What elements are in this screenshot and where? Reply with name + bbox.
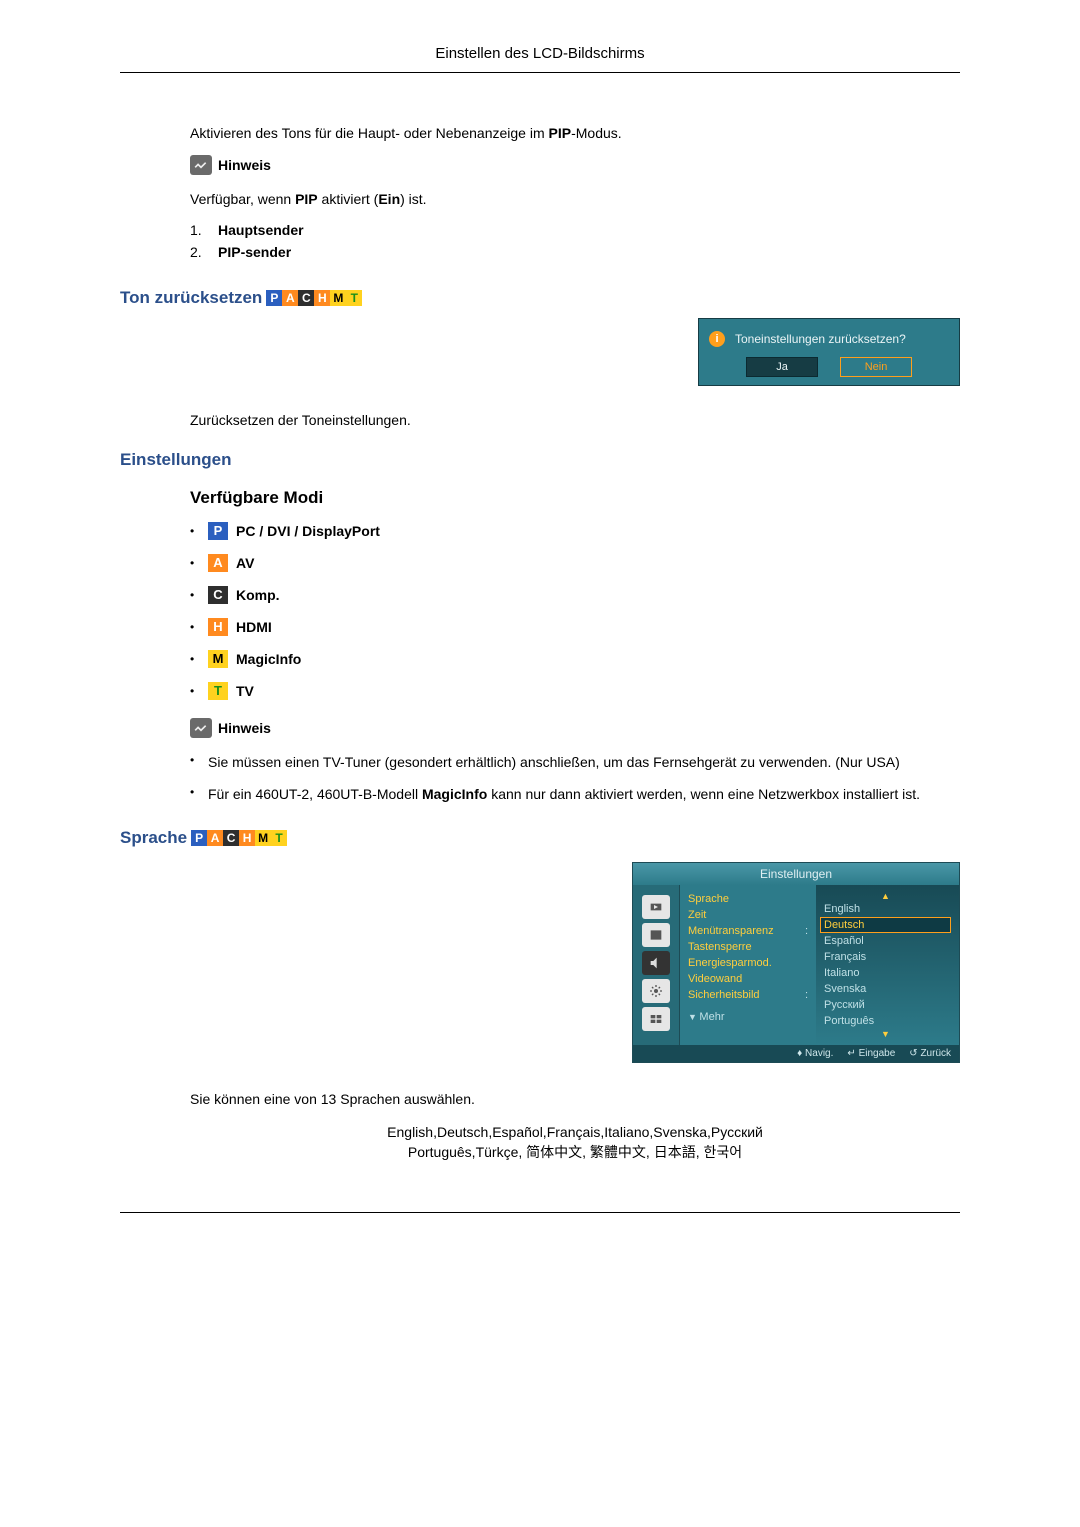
note-label: Hinweis (218, 720, 271, 736)
note-heading-2: Hinweis (190, 718, 960, 738)
reset-dialog: i Toneinstellungen zurücksetzen? Ja Nein (698, 318, 960, 386)
mode-item: •MMagicInfo (190, 650, 960, 668)
mode-label: PC / DVI / DisplayPort (236, 523, 380, 539)
modes-list: •PPC / DVI / DisplayPort•AAV•CKomp.•HHDM… (190, 522, 960, 700)
mode-badge-h: H (239, 830, 255, 846)
mode-badge-c: C (208, 586, 228, 604)
mode-badge-h: H (314, 290, 330, 306)
input-icon[interactable] (642, 895, 670, 919)
sender-label: PIP-sender (218, 244, 291, 260)
enter-hint: ↵ Eingabe (847, 1048, 895, 1059)
note-icon (190, 155, 212, 175)
mode-badge-a: A (282, 290, 298, 306)
settings-panel: Einstellungen SpracheZeitMenütransparenz… (632, 862, 960, 1063)
menu-item[interactable]: Sicherheitsbild: (688, 987, 808, 1003)
language-option[interactable]: Svenska (820, 981, 951, 997)
language-option[interactable]: Italiano (820, 965, 951, 981)
language-option[interactable]: Français (820, 949, 951, 965)
note-label: Hinweis (218, 157, 271, 173)
mode-label: HDMI (236, 619, 272, 635)
note-heading: Hinweis (190, 155, 960, 175)
panel-menu: SpracheZeitMenütransparenz:TastensperreE… (680, 885, 816, 1045)
mode-badge-h: H (208, 618, 228, 636)
mode-badge-t: T (208, 682, 228, 700)
mode-strip: PACHMT (266, 290, 362, 306)
mode-label: AV (236, 555, 254, 571)
modes-heading: Verfügbare Modi (190, 488, 960, 508)
language-option[interactable]: Русский (820, 997, 951, 1013)
panel-footer: ♦ Navig. ↵ Eingabe ↺ Zurück (633, 1045, 959, 1062)
mode-label: TV (236, 683, 254, 699)
warning-icon: i (709, 331, 725, 347)
footer-rule (120, 1212, 960, 1213)
mode-badge-p: P (208, 522, 228, 540)
language-option[interactable]: Español (820, 933, 951, 949)
panel-icon-column (633, 885, 680, 1045)
mode-badge-c: C (223, 830, 239, 846)
sprache-heading: Sprache PACHMT (120, 828, 960, 848)
sender-list: 1. Hauptsender 2. PIP-sender (190, 222, 960, 260)
language-option[interactable]: Português (820, 1013, 951, 1029)
reset-desc: Zurücksetzen der Toneinstellungen. (190, 410, 960, 430)
mode-item: •TTV (190, 682, 960, 700)
no-button[interactable]: Nein (840, 357, 912, 377)
sender-label: Hauptsender (218, 222, 304, 238)
sound-icon[interactable] (642, 951, 670, 975)
mode-badge-m: M (208, 650, 228, 668)
mode-label: MagicInfo (236, 651, 301, 667)
list-item: 1. Hauptsender (190, 222, 960, 238)
up-arrow-icon[interactable]: ▲ (820, 891, 951, 901)
menu-item[interactable]: Sprache (688, 891, 808, 907)
down-arrow-icon[interactable]: ▼ (820, 1029, 951, 1039)
settings-panel-wrap: Einstellungen SpracheZeitMenütransparenz… (190, 862, 960, 1063)
picture-icon[interactable] (642, 923, 670, 947)
header-title: Einstellen des LCD-Bildschirms (435, 45, 644, 62)
menu-item[interactable]: Tastensperre (688, 939, 808, 955)
mode-item: •HHDMI (190, 618, 960, 636)
intro-text: Aktivieren des Tons für die Haupt- oder … (190, 123, 960, 143)
sound-reset-heading: Ton zurücksetzen PACHMT (120, 288, 960, 308)
list-item: 2. PIP-sender (190, 244, 960, 260)
yes-button[interactable]: Ja (746, 357, 818, 377)
language-list: English,Deutsch,Español,Français,Italian… (190, 1122, 960, 1163)
intro-block: Aktivieren des Tons für die Haupt- oder … (190, 123, 960, 260)
menu-item[interactable]: Energiesparmod. (688, 955, 808, 971)
panel-title: Einstellungen (633, 863, 959, 885)
mode-badge-p: P (191, 830, 207, 846)
mode-badge-a: A (207, 830, 223, 846)
page-header: Einstellen des LCD-Bildschirms (120, 0, 960, 73)
nav-hint: ♦ Navig. (797, 1048, 833, 1059)
mode-strip: PACHMT (191, 830, 287, 846)
mode-item: •CKomp. (190, 586, 960, 604)
note-icon (190, 718, 212, 738)
menu-item[interactable]: Videowand (688, 971, 808, 987)
mode-badge-t: T (346, 290, 362, 306)
language-option[interactable]: Deutsch (820, 917, 951, 933)
avail-text: Verfügbar, wenn PIP aktiviert (Ein) ist. (190, 189, 960, 209)
multi-icon[interactable] (642, 1007, 670, 1031)
mode-item: •AAV (190, 554, 960, 572)
menu-item[interactable]: Menütransparenz: (688, 923, 808, 939)
mode-badge-a: A (208, 554, 228, 572)
mode-badge-t: T (271, 830, 287, 846)
menu-more[interactable]: Mehr (688, 1009, 808, 1025)
reset-dialog-wrap: i Toneinstellungen zurücksetzen? Ja Nein (190, 318, 960, 386)
settings-heading: Einstellungen (120, 450, 960, 470)
menu-item[interactable]: Zeit (688, 907, 808, 923)
mode-item: •PPC / DVI / DisplayPort (190, 522, 960, 540)
sprache-desc: Sie können eine von 13 Sprachen auswähle… (190, 1089, 960, 1109)
dialog-question: i Toneinstellungen zurücksetzen? (709, 331, 949, 347)
settings-icon[interactable] (642, 979, 670, 1003)
mode-label: Komp. (236, 587, 280, 603)
language-option[interactable]: English (820, 901, 951, 917)
panel-values: ▲ EnglishDeutschEspañolFrançaisItalianoS… (816, 885, 959, 1045)
back-hint: ↺ Zurück (909, 1048, 951, 1059)
mode-badge-p: P (266, 290, 282, 306)
list-item: • Für ein 460UT-2, 460UT-B-Modell MagicI… (190, 784, 960, 804)
mode-badge-c: C (298, 290, 314, 306)
notes-list: • Sie müssen einen TV-Tuner (gesondert e… (190, 752, 960, 805)
list-item: • Sie müssen einen TV-Tuner (gesondert e… (190, 752, 960, 772)
mode-badge-m: M (255, 830, 271, 846)
mode-badge-m: M (330, 290, 346, 306)
